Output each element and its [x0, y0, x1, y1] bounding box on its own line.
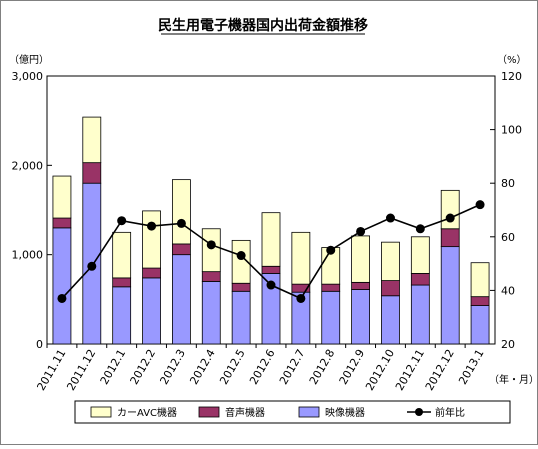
yoy-point: [296, 293, 306, 303]
bar-segment-video: [410, 284, 430, 345]
bar-segment-audio: [440, 228, 460, 248]
legend-swatch: [90, 406, 112, 418]
right-axis-tick-label: 100: [501, 124, 522, 137]
legend-label: 前年比: [435, 406, 465, 419]
left-axis-unit: （億円）: [9, 53, 49, 66]
bar-segment-video: [381, 295, 400, 345]
bar-segment-video: [351, 289, 371, 345]
bar-segment-car-avc: [52, 175, 72, 219]
left-axis-tick-label: 2,000: [12, 159, 44, 172]
bar-segment-car-avc: [142, 210, 161, 269]
yoy-point: [266, 280, 276, 290]
bar-segment-car-avc: [440, 189, 460, 230]
x-axis-tick-label: 2012.5: [217, 347, 248, 387]
bar-segment-car-avc: [261, 212, 281, 267]
bar-segment-audio: [410, 273, 430, 286]
x-axis-unit: （年・月）: [489, 373, 537, 386]
legend-swatch: [298, 406, 320, 418]
yoy-point: [385, 213, 395, 223]
bar-segment-video: [470, 305, 490, 345]
bar-segment-audio: [201, 271, 221, 282]
bar-segment-audio: [321, 283, 341, 292]
yoy-point: [87, 261, 97, 271]
left-axis-tick-label: 0: [36, 338, 43, 351]
bar-segment-video: [321, 290, 341, 345]
bar-segment-audio: [82, 162, 102, 184]
right-axis-tick-label: 20: [501, 338, 515, 351]
bar-segment-video: [142, 277, 161, 345]
bar-segment-video: [201, 281, 221, 345]
x-axis-tick-label: 2012.8: [307, 347, 338, 387]
legend-label: 映像機器: [325, 406, 365, 419]
x-axis-tick-label: 2013.1: [456, 347, 487, 387]
yoy-point: [415, 224, 425, 234]
yoy-point: [475, 200, 485, 210]
bar-segment-car-avc: [231, 239, 251, 284]
bar-segment-audio: [261, 265, 281, 274]
chart-title: 民生用電子機器国内出荷金額推移: [158, 17, 368, 34]
bar-segment-video: [52, 227, 72, 345]
x-axis-tick-label: 2012.11: [393, 347, 427, 393]
bar-segment-car-avc: [470, 262, 490, 298]
yoy-point: [326, 245, 336, 255]
bar-segment-audio: [231, 282, 251, 292]
bar-segment-audio: [142, 267, 161, 279]
yoy-point: [206, 240, 216, 250]
x-axis-tick-label: 2012.6: [247, 347, 278, 387]
yoy-point: [445, 213, 455, 223]
x-axis-tick-label: 2012.3: [157, 347, 188, 387]
x-axis-tick-label: 2012.12: [423, 347, 457, 393]
bar-segment-video: [171, 254, 191, 345]
x-axis-tick-label: 2011.12: [64, 347, 98, 393]
bar-segment-car-avc: [381, 241, 400, 281]
bar-segment-audio: [171, 243, 191, 256]
right-axis-tick-label: 120: [501, 70, 522, 83]
x-axis-tick-label: 2012.4: [187, 347, 218, 387]
bar-segment-car-avc: [171, 179, 191, 245]
legend-label: カーAVC機器: [117, 406, 177, 419]
bar-segment-audio: [381, 280, 400, 297]
bar-segment-video: [112, 286, 132, 345]
x-axis-tick-label: 2012.9: [337, 347, 368, 387]
yoy-point: [117, 216, 127, 226]
bar-segment-car-avc: [82, 116, 102, 164]
x-axis-tick-label: 2011.11: [35, 347, 69, 393]
x-axis-tick-label: 2012.7: [277, 347, 308, 387]
yoy-point: [176, 218, 186, 228]
bar-segment-car-avc: [291, 231, 311, 285]
bar-segment-audio: [470, 296, 490, 306]
legend: カーAVC機器 音声機器 映像機器 前年比: [74, 400, 511, 424]
right-axis-tick-label: 40: [501, 284, 515, 297]
x-axis-tick-label: 2012.10: [363, 347, 397, 393]
yoy-point: [57, 293, 67, 303]
legend-swatch: [198, 406, 220, 418]
bar-segment-video: [231, 290, 251, 345]
bar-segment-video: [440, 246, 460, 345]
x-axis-tick-label: 2012.1: [98, 347, 129, 387]
legend-label: 音声機器: [225, 406, 265, 419]
legend-point-marker: [415, 408, 423, 416]
right-axis-tick-label: 60: [501, 231, 515, 244]
right-axis-unit: （%）: [497, 54, 527, 66]
left-axis-tick-label: 3,000: [12, 70, 44, 83]
x-axis-tick-label: 2012.2: [128, 347, 159, 387]
yoy-point: [236, 251, 246, 261]
bar-segment-car-avc: [351, 235, 371, 283]
legend-box: [74, 400, 511, 424]
yoy-point: [147, 221, 157, 231]
bar-segment-car-avc: [410, 236, 430, 274]
bar-segment-audio: [112, 277, 132, 288]
bar-segment-audio: [52, 217, 72, 229]
yoy-point: [356, 226, 366, 236]
bar-segment-audio: [351, 281, 371, 290]
right-axis-tick-label: 80: [501, 177, 515, 190]
bar-segment-car-avc: [112, 231, 132, 279]
plot-area: 01,0002,0003,000204060801001202011.11201…: [12, 70, 523, 393]
left-axis-tick-label: 1,000: [12, 249, 44, 262]
bar-segment-car-avc: [201, 228, 221, 273]
